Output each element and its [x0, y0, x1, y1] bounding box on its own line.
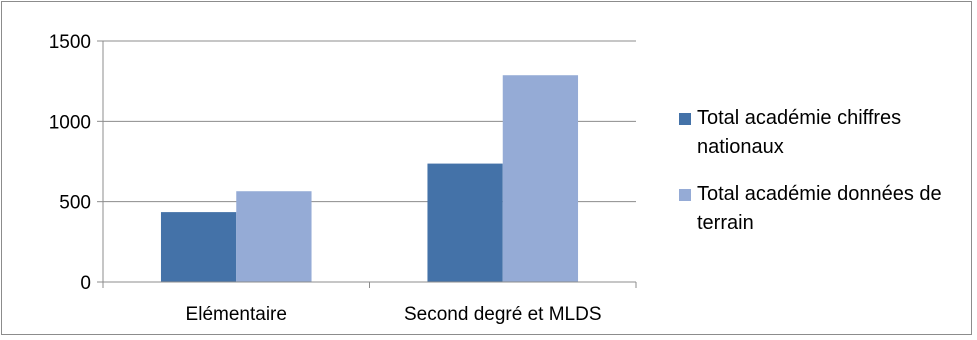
legend-swatch-chiffres-nationaux — [679, 113, 691, 125]
legend-item-chiffres-nationaux: Total académie chiffres nationaux — [679, 104, 969, 162]
x-tick-label-1: Second degré et MLDS — [404, 304, 602, 325]
legend: Total académie chiffres nationaux Total … — [679, 104, 969, 256]
y-tick-label-500: 500 — [59, 193, 91, 214]
y-tick-label-1500: 1500 — [49, 32, 91, 53]
legend-swatch-donnees-terrain — [679, 189, 691, 201]
legend-label: Total académie données de terrain — [697, 183, 942, 234]
bar-1-0 — [427, 163, 503, 282]
y-tick-label-1000: 1000 — [49, 112, 91, 133]
bar-0-1 — [236, 191, 312, 282]
x-tick-label-0: Elémentaire — [186, 304, 287, 325]
y-tick-label-0: 0 — [80, 273, 91, 294]
legend-label: Total académie chiffres nationaux — [697, 107, 902, 158]
axes — [97, 40, 637, 288]
tick-labels: 0 500 1000 1500 Elémentaire Second degré et M… — [49, 32, 602, 325]
legend-item-donnees-terrain: Total académie données de terrain — [679, 180, 969, 238]
bar-1-1 — [502, 75, 579, 282]
bars — [160, 75, 579, 282]
bar-0-0 — [160, 212, 237, 282]
